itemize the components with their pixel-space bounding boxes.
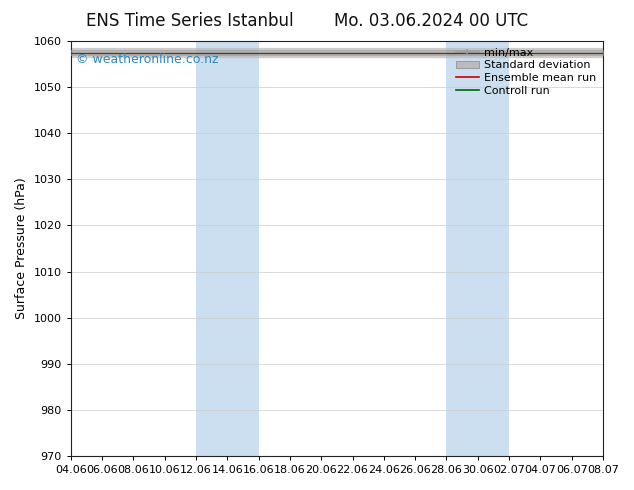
Bar <box>446 41 509 456</box>
Text: ENS Time Series Istanbul: ENS Time Series Istanbul <box>86 12 294 30</box>
Y-axis label: Surface Pressure (hPa): Surface Pressure (hPa) <box>15 178 28 319</box>
Text: Mo. 03.06.2024 00 UTC: Mo. 03.06.2024 00 UTC <box>334 12 528 30</box>
Bar <box>196 41 259 456</box>
Text: © weatheronline.co.nz: © weatheronline.co.nz <box>76 53 219 67</box>
Legend: min/max, Standard deviation, Ensemble mean run, Controll run: min/max, Standard deviation, Ensemble me… <box>452 43 601 100</box>
